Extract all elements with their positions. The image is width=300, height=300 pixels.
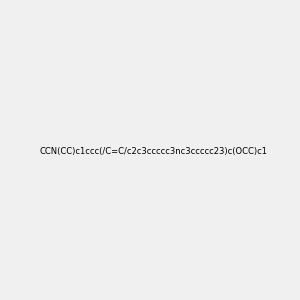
Text: CCN(CC)c1ccc(/C=C/c2c3ccccc3nc3ccccc23)c(OCC)c1: CCN(CC)c1ccc(/C=C/c2c3ccccc3nc3ccccc23)c… <box>40 147 268 156</box>
